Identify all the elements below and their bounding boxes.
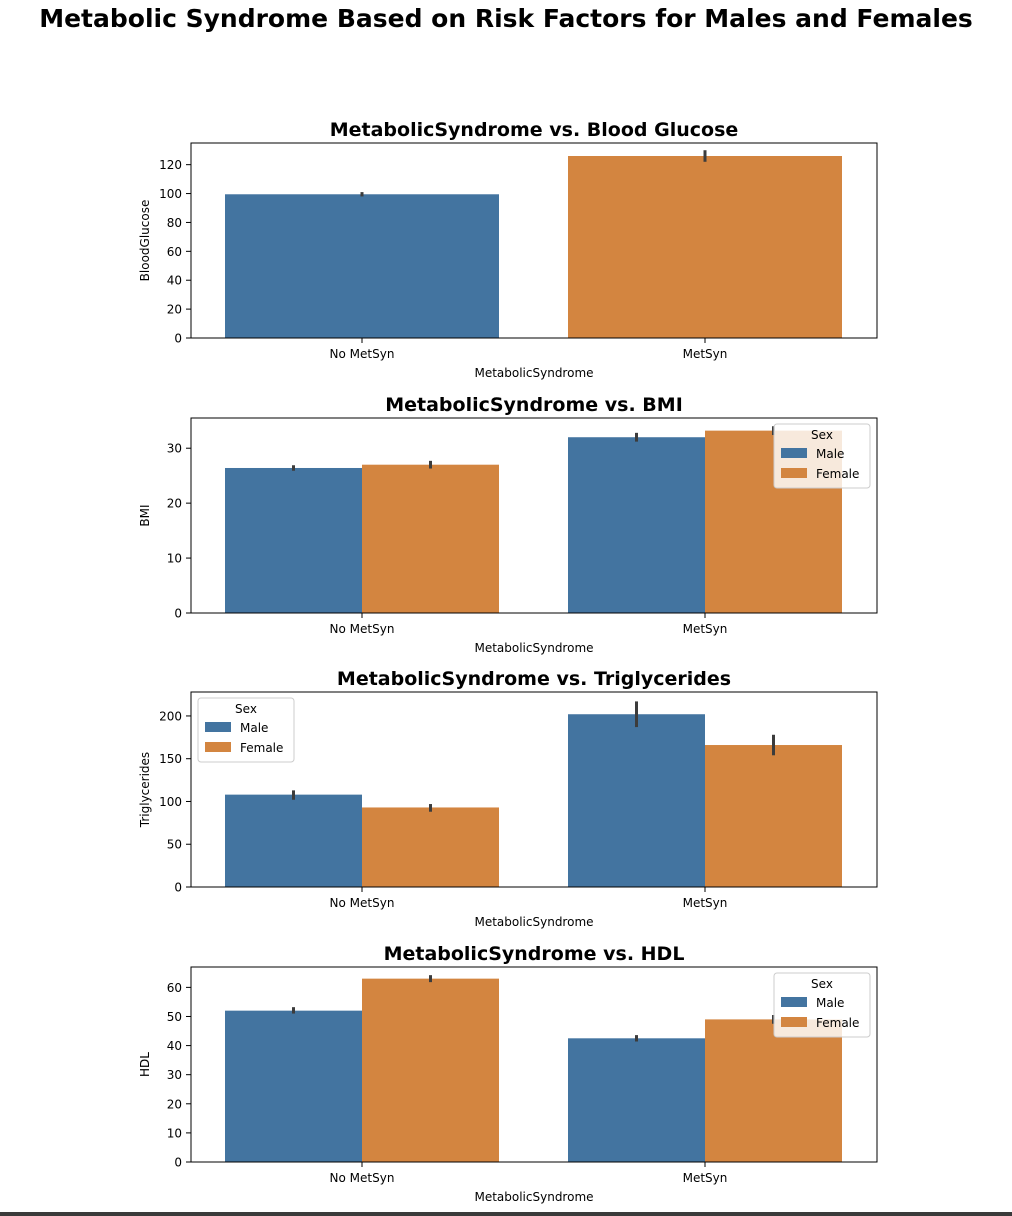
chart3-ylabel: Triglycerides: [138, 752, 152, 828]
chart1-ylabel: BloodGlucose: [138, 200, 152, 282]
chart1-bar: [568, 156, 842, 338]
chart2-legend-swatch-male: [781, 448, 807, 458]
chart3-legend-label: Male: [240, 721, 268, 735]
chart1-xtick-label: No MetSyn: [330, 347, 395, 361]
chart4-xtick-label: MetSyn: [683, 1171, 728, 1185]
chart4-bar-female: [362, 978, 499, 1162]
chart2-ylabel: BMI: [138, 504, 152, 526]
chart4-bar-female: [705, 1019, 842, 1162]
chart1-ytick-label: 0: [174, 332, 182, 346]
chart2-bar-male: [225, 467, 362, 613]
chart3-ytick-label: 50: [167, 838, 182, 852]
chart3-legend-swatch-male: [205, 722, 231, 732]
chart3-axes-frame: [190, 691, 878, 888]
chart4-ytick-label: 60: [167, 981, 182, 995]
chart3-title: MetabolicSyndrome vs. Triglycerides: [337, 668, 731, 690]
chart2-ytick-label: 10: [167, 552, 182, 566]
chart3-legend-title: Sex: [235, 702, 257, 716]
chart1-ytick-label: 100: [159, 187, 182, 201]
chart3-xtick-label: No MetSyn: [330, 896, 395, 910]
chart3-ytick-label: 0: [174, 881, 182, 895]
chart2-legend-label: Male: [816, 447, 844, 461]
chart3-bar-male: [225, 794, 362, 887]
chart3-legend-swatch-female: [205, 742, 231, 752]
chart2-legend-swatch-female: [781, 468, 807, 478]
chart4-ytick-label: 40: [167, 1039, 182, 1053]
chart1-title: MetabolicSyndrome vs. Blood Glucose: [330, 119, 739, 141]
chart1-ytick-label: 80: [167, 216, 182, 230]
chart4-ytick-label: 50: [167, 1010, 182, 1024]
chart4-bar-male: [225, 1010, 362, 1162]
chart2-xlabel: MetabolicSyndrome: [474, 641, 593, 655]
chart2-ytick-label: 30: [167, 442, 182, 456]
chart4-legend-label: Female: [816, 1016, 859, 1030]
chart1-ytick-label: 20: [167, 303, 182, 317]
chart2-legend-label: Female: [816, 467, 859, 481]
chart4-legend-label: Male: [816, 996, 844, 1010]
chart3-bar-female: [705, 745, 842, 887]
chart4-xtick-label: No MetSyn: [330, 1171, 395, 1185]
chart2-bar-female: [362, 464, 499, 613]
chart4-legend-swatch-female: [781, 1017, 807, 1027]
chart1-bar: [225, 194, 499, 338]
bottom-divider: [0, 1212, 1012, 1216]
chart2-ytick-label: 20: [167, 497, 182, 511]
figure-title: Metabolic Syndrome Based on Risk Factors…: [39, 4, 973, 33]
chart3-ytick-label: 200: [159, 709, 182, 723]
chart1-ytick-label: 60: [167, 245, 182, 259]
chart2-bar-male: [568, 437, 705, 613]
chart3-ytick-label: 100: [159, 795, 182, 809]
chart3-ytick-label: 150: [159, 752, 182, 766]
chart4-legend-title: Sex: [811, 977, 833, 991]
chart4-ytick-label: 0: [174, 1156, 182, 1170]
chart2-xtick-label: MetSyn: [683, 622, 728, 636]
chart1-xlabel: MetabolicSyndrome: [474, 366, 593, 380]
chart1-ytick-label: 120: [159, 158, 182, 172]
chart2-ytick-label: 0: [174, 607, 182, 621]
chart2-title: MetabolicSyndrome vs. BMI: [385, 394, 683, 416]
chart2-xtick-label: No MetSyn: [330, 622, 395, 636]
chart4-legend-swatch-male: [781, 997, 807, 1007]
chart1-ytick-label: 40: [167, 274, 182, 288]
chart3-legend-label: Female: [240, 741, 283, 755]
chart4-axes-frame: [190, 966, 878, 1163]
chart3-xlabel: MetabolicSyndrome: [474, 915, 593, 929]
chart4-title: MetabolicSyndrome vs. HDL: [384, 943, 685, 965]
chart4-ytick-label: 20: [167, 1097, 182, 1111]
chart3-bar-male: [568, 714, 705, 887]
chart3-bar-female: [362, 807, 499, 887]
chart3-xtick-label: MetSyn: [683, 896, 728, 910]
chart2-legend-title: Sex: [811, 428, 833, 442]
chart4-xlabel: MetabolicSyndrome: [474, 1190, 593, 1204]
chart4-bar-male: [568, 1038, 705, 1162]
chart4-ytick-label: 10: [167, 1126, 182, 1140]
chart1-xtick-label: MetSyn: [683, 347, 728, 361]
chart1-axes-frame: [190, 142, 878, 339]
chart4-ylabel: HDL: [138, 1052, 152, 1077]
chart2-axes-frame: [190, 417, 878, 614]
chart4-ytick-label: 30: [167, 1068, 182, 1082]
